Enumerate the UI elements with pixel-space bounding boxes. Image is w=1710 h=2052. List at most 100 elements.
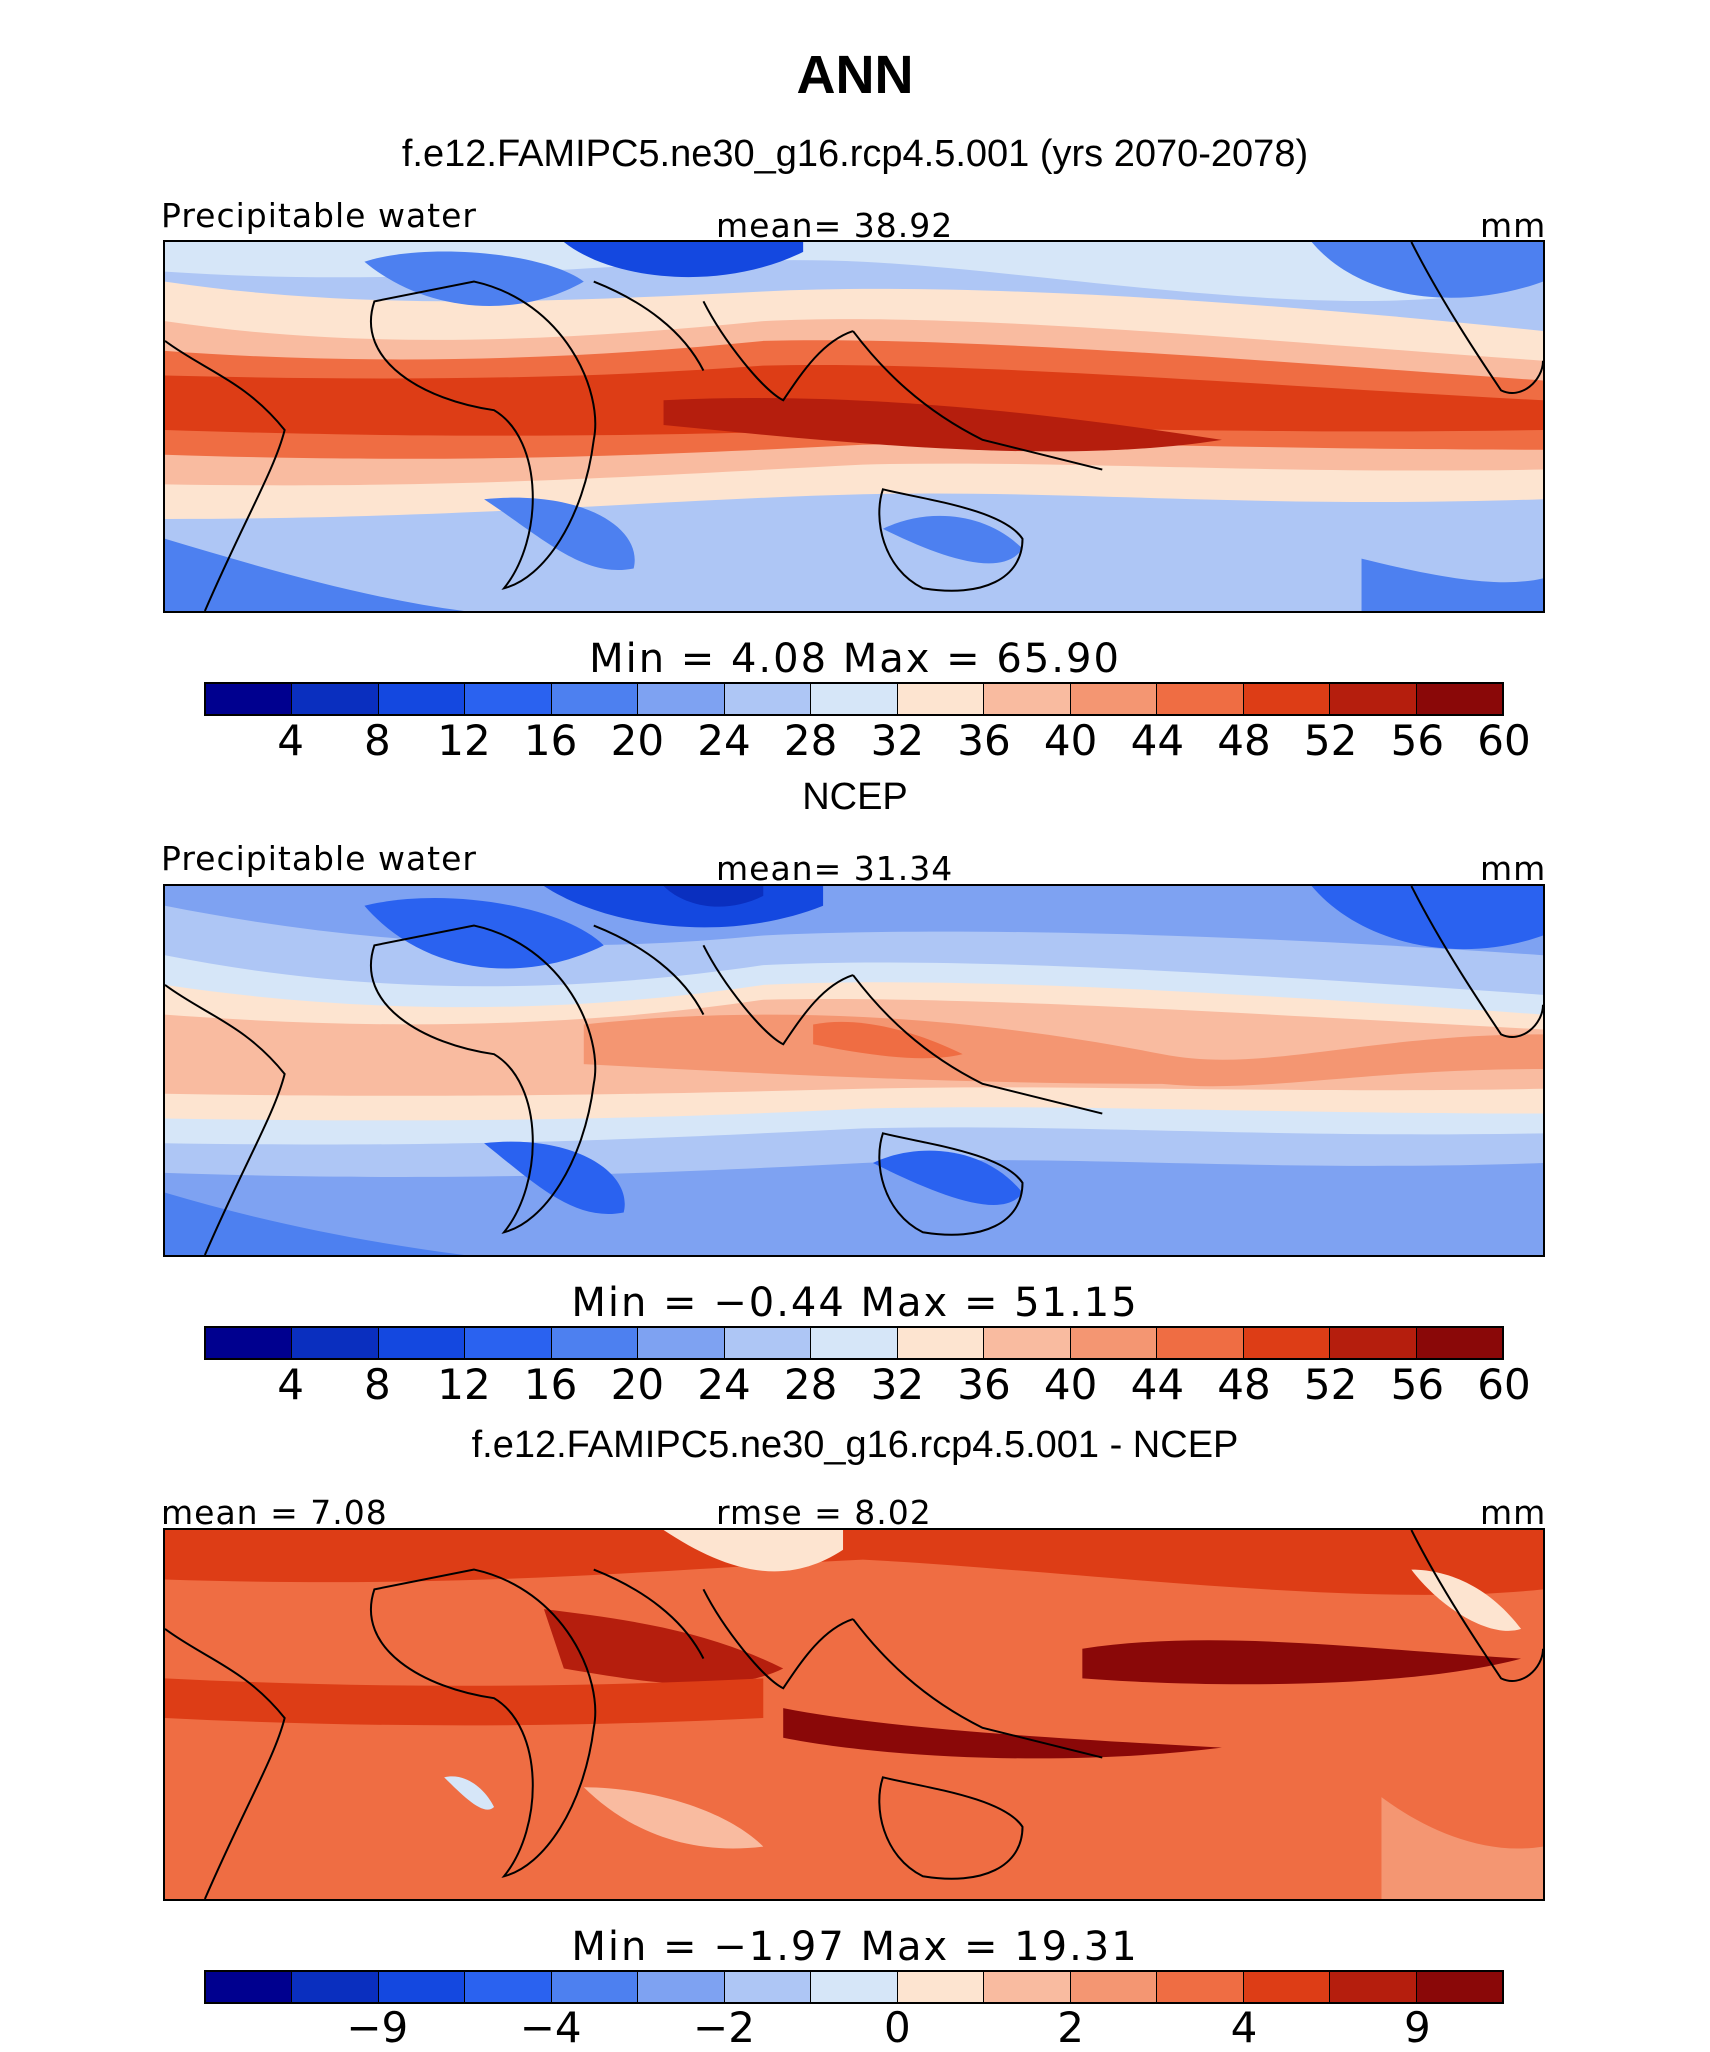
panel-1-colorbar-ticks: 4 8 12 16 20 24 28 32 36 40 44 48 52 56 60 — [204, 716, 1530, 765]
colorbar-swatch — [206, 1972, 293, 2002]
panel-2-mean-label: mean= 31.34 — [716, 849, 954, 888]
colorbar-swatch — [984, 684, 1071, 714]
colorbar-swatch — [465, 1972, 552, 2002]
colorbar-tick-label: 12 — [437, 716, 491, 765]
colorbar-swatch — [292, 1972, 379, 2002]
panel-2-units: mm — [1480, 849, 1547, 888]
colorbar-swatch — [551, 684, 639, 714]
panel-3-rmse-label: rmse = 8.02 — [716, 1493, 932, 1532]
colorbar-tick-label: 56 — [1390, 716, 1445, 765]
colorbar-swatch — [897, 1972, 985, 2002]
colorbar-tick-label: 24 — [697, 1360, 751, 1409]
panel-3-minmax: Min = −1.97 Max = 19.31 — [571, 1924, 1139, 1970]
panel-1-minmax: Min = 4.08 Max = 65.90 — [589, 636, 1121, 682]
colorbar-tick-label: 52 — [1303, 716, 1358, 765]
colorbar-tick-label: 28 — [783, 1360, 838, 1409]
colorbar-swatch — [206, 684, 293, 714]
panel-1-map — [163, 240, 1545, 613]
colorbar-swatch — [638, 1328, 725, 1358]
colorbar-tick-label: 28 — [783, 716, 838, 765]
colorbar-swatch — [378, 684, 466, 714]
colorbar-swatch — [1157, 684, 1244, 714]
colorbar-swatch — [1243, 1328, 1331, 1358]
colorbar-swatch — [1330, 1972, 1417, 2002]
colorbar-tick-label: 0 — [883, 2003, 911, 2052]
colorbar-tick-label: 60 — [1477, 1360, 1531, 1409]
colorbar-swatch — [1243, 684, 1331, 714]
colorbar-tick-label: 52 — [1303, 1360, 1358, 1409]
colorbar-tick-label: 56 — [1390, 1360, 1445, 1409]
colorbar-tick-label: 16 — [523, 1360, 578, 1409]
colorbar-tick-label: 32 — [870, 716, 925, 765]
colorbar-swatch — [465, 684, 552, 714]
panel-2-heading: NCEP — [802, 776, 908, 818]
colorbar-swatch — [811, 684, 898, 714]
colorbar-tick-label: 4 — [277, 1360, 305, 1409]
colorbar-tick-label: −2 — [693, 2003, 755, 2052]
colorbar-swatch — [1157, 1328, 1244, 1358]
colorbar-tick-label: 20 — [610, 1360, 665, 1409]
panel-2-minmax: Min = −0.44 Max = 51.15 — [571, 1280, 1139, 1326]
colorbar-tick-label: 60 — [1477, 716, 1531, 765]
colorbar-swatch — [724, 1972, 812, 2002]
colorbar-tick-label: 48 — [1217, 716, 1271, 765]
colorbar-swatch — [724, 1328, 812, 1358]
colorbar-swatch — [897, 684, 985, 714]
colorbar-swatch — [1330, 1328, 1417, 1358]
colorbar-tick-label: −9 — [346, 2003, 409, 2052]
colorbar-swatch — [292, 684, 379, 714]
panel-2-colorbar-ticks: 4 8 12 16 20 24 28 32 36 40 44 48 52 56 60 — [204, 1360, 1530, 1409]
panel-3-units: mm — [1480, 1493, 1547, 1532]
colorbar-swatch — [378, 1328, 466, 1358]
colorbar-swatch — [1416, 1328, 1503, 1358]
colorbar-swatch — [1070, 684, 1158, 714]
colorbar-tick-label: 12 — [437, 1360, 491, 1409]
colorbar-swatch — [1330, 684, 1417, 714]
panel-3-colorbar-ticks: −9 −4 −2 0 2 4 9 — [204, 2003, 1504, 2052]
colorbar-tick-label: 44 — [1130, 716, 1185, 765]
colorbar-tick-label: 8 — [363, 1360, 391, 1409]
colorbar-swatch — [465, 1328, 552, 1358]
colorbar-swatch — [1157, 1972, 1244, 2002]
panel-1-heading: f.e12.FAMIPC5.ne30_g16.rcp4.5.001 (yrs 2… — [401, 133, 1309, 175]
panel-2-left-label: Precipitable water — [161, 839, 477, 878]
panel-1-field — [165, 242, 1543, 611]
colorbar-swatch — [984, 1328, 1071, 1358]
colorbar-swatch — [292, 1328, 379, 1358]
colorbar-swatch — [551, 1328, 639, 1358]
panel-1-left-label: Precipitable water — [161, 196, 477, 235]
colorbar-swatch — [1070, 1972, 1158, 2002]
panel-2-colorbar — [204, 1326, 1504, 1360]
colorbar-tick-label: 8 — [363, 716, 391, 765]
colorbar-tick-label: 40 — [1043, 716, 1098, 765]
colorbar-tick-label: 20 — [610, 716, 665, 765]
colorbar-swatch — [811, 1328, 898, 1358]
colorbar-tick-label: 36 — [957, 716, 1011, 765]
colorbar-tick-label: 44 — [1130, 1360, 1185, 1409]
panel-3-map — [163, 1528, 1545, 1901]
panel-2-map — [163, 884, 1545, 1257]
colorbar-swatch — [1416, 1972, 1503, 2002]
colorbar-tick-label: 16 — [523, 716, 578, 765]
colorbar-tick-label: 48 — [1217, 1360, 1271, 1409]
colorbar-swatch — [638, 684, 725, 714]
panel-3-field — [165, 1530, 1543, 1899]
colorbar-swatch — [897, 1328, 985, 1358]
panel-1-units: mm — [1480, 206, 1547, 245]
colorbar-tick-label: 24 — [697, 716, 751, 765]
colorbar-swatch — [724, 684, 812, 714]
panel-1-colorbar — [204, 682, 1504, 716]
colorbar-tick-label: 40 — [1043, 1360, 1098, 1409]
colorbar-tick-label: 9 — [1403, 2003, 1431, 2052]
panel-3-colorbar — [204, 1970, 1504, 2004]
figure-title: ANN — [796, 45, 914, 105]
panel-3-heading: f.e12.FAMIPC5.ne30_g16.rcp4.5.001 - NCEP — [471, 1424, 1239, 1466]
colorbar-tick-label: 32 — [870, 1360, 925, 1409]
colorbar-swatch — [638, 1972, 725, 2002]
colorbar-tick-label: 4 — [277, 716, 305, 765]
panel-1-mean-label: mean= 38.92 — [716, 206, 954, 245]
panel-2-field — [165, 886, 1543, 1255]
colorbar-swatch — [551, 1972, 639, 2002]
colorbar-swatch — [206, 1328, 293, 1358]
colorbar-swatch — [811, 1972, 898, 2002]
